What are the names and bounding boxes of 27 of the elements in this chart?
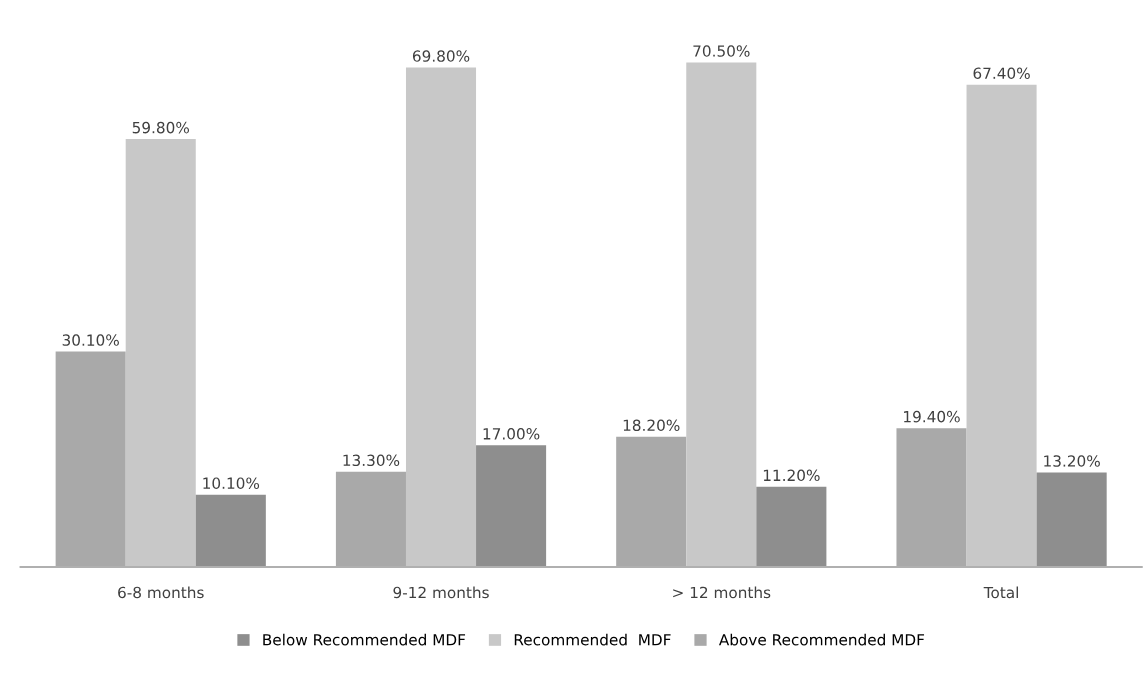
data-label: 17.00%	[483, 428, 540, 440]
x-tick-label: 6-8 months	[118, 586, 204, 599]
data-label: 10.10%	[203, 477, 260, 489]
data-label: 13.20%	[1044, 455, 1100, 467]
data-label: 67.40%	[973, 67, 1030, 80]
data-label: 30.10%	[62, 334, 119, 346]
x-tick-label: 9-12 months	[393, 586, 489, 599]
data-label: 69.80%	[412, 50, 470, 62]
x-tick-label: > 12 months	[673, 586, 771, 599]
data-label: 13.30%	[343, 454, 400, 467]
x-tick-label: Total	[983, 586, 1018, 599]
legend-label: Recommended MDF	[514, 633, 671, 646]
bar	[1036, 472, 1107, 567]
bar	[195, 494, 266, 567]
bar	[686, 62, 757, 567]
data-label: 70.50%	[693, 45, 750, 57]
data-label: 18.20%	[623, 419, 680, 432]
bar	[756, 486, 827, 567]
legend-label: Above Recommended MDF	[718, 633, 925, 646]
bar	[405, 67, 477, 567]
legend-label: Below Recommended MDF	[263, 633, 466, 646]
data-label: 59.80%	[132, 121, 190, 134]
data-label: 11.20%	[763, 469, 820, 482]
bar	[966, 84, 1037, 567]
bar	[125, 139, 196, 567]
data-label: 19.40%	[904, 410, 960, 423]
bar	[476, 445, 547, 567]
